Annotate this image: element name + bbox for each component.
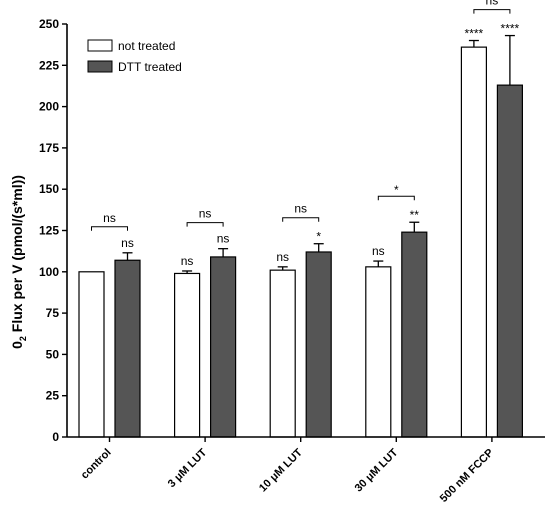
bar-dtt-treated xyxy=(496,84,523,438)
bar-dtt-treated xyxy=(114,259,141,438)
y-tick-label: 0 xyxy=(52,430,59,444)
x-axis: control 3 μM LUT 10 μM LUT 30 μM LUT 500 nM … xyxy=(67,436,545,505)
bar-not-treated xyxy=(269,269,296,438)
significance-label: **** xyxy=(465,27,484,41)
significance-label: ns xyxy=(217,232,230,246)
significance-label: ns xyxy=(181,254,194,268)
legend-swatch-not-treated xyxy=(87,39,113,52)
y-tick-label: 175 xyxy=(39,141,59,155)
y-tick-label: 225 xyxy=(39,58,59,72)
x-tick-label: 10 μM LUT xyxy=(257,446,305,494)
significance-label: ns xyxy=(121,236,134,250)
bar-dtt-treated xyxy=(305,251,332,438)
significance-label: **** xyxy=(501,22,520,36)
comparison-bracket xyxy=(186,222,224,227)
comparison-significance-label: ns xyxy=(103,211,116,225)
x-tick-label: 30 μM LUT xyxy=(353,446,401,494)
y-axis-label: 02 Flux per V (pmol/(s*ml)) xyxy=(9,175,28,349)
comparison-bracket xyxy=(473,9,511,14)
legend-label-not-treated: not treated xyxy=(118,39,175,53)
y-tick-label: 150 xyxy=(39,182,59,196)
x-tick-label: control xyxy=(79,447,114,482)
y-tick-label: 250 xyxy=(39,17,59,31)
bar-not-treated xyxy=(365,266,392,438)
bar-not-treated xyxy=(174,272,201,438)
x-tick-label: 3 μM LUT xyxy=(166,446,210,490)
comparison-bracket xyxy=(377,195,415,201)
y-tick-label: 75 xyxy=(46,306,60,320)
y-tick-label: 125 xyxy=(39,224,59,238)
significance-label: ** xyxy=(410,208,420,222)
legend-swatch-dtt-treated xyxy=(87,60,113,73)
y-tick-label: 25 xyxy=(46,389,60,403)
comparison-significance-label: ns xyxy=(486,0,499,8)
bar-not-treated xyxy=(460,46,487,438)
bar-dtt-treated xyxy=(210,256,237,438)
comparison-bracket xyxy=(282,217,320,222)
y-tick-label: 100 xyxy=(39,265,59,279)
y-tick-label: 50 xyxy=(46,347,60,361)
y-axis: 0 25 50 75 100 125 150 175 200 225 250 xyxy=(39,17,68,444)
x-tick-label: 500 nM FCCP xyxy=(438,447,496,505)
legend-label-dtt-treated: DTT treated xyxy=(118,60,182,74)
significance-label: ns xyxy=(276,250,289,264)
bar-dtt-treated xyxy=(401,231,428,438)
legend: not treated DTT treated xyxy=(87,39,182,74)
comparison-significance-label: ns xyxy=(199,207,212,221)
significance-label: * xyxy=(316,230,321,244)
significance-label: ns xyxy=(372,244,385,258)
comparison-significance-label: ns xyxy=(294,202,307,216)
bar-not-treated xyxy=(78,271,105,438)
comparison-significance-label: * xyxy=(394,183,399,197)
comparison-bracket xyxy=(91,226,128,231)
y-tick-label: 200 xyxy=(39,100,59,114)
